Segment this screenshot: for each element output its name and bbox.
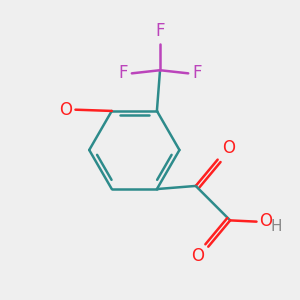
Text: F: F [118,64,128,82]
Text: H: H [270,219,282,234]
Text: F: F [155,22,165,40]
Text: O: O [191,247,204,265]
Text: O: O [222,139,235,157]
Text: O: O [59,101,72,119]
Text: F: F [192,64,202,82]
Text: O: O [259,212,272,230]
